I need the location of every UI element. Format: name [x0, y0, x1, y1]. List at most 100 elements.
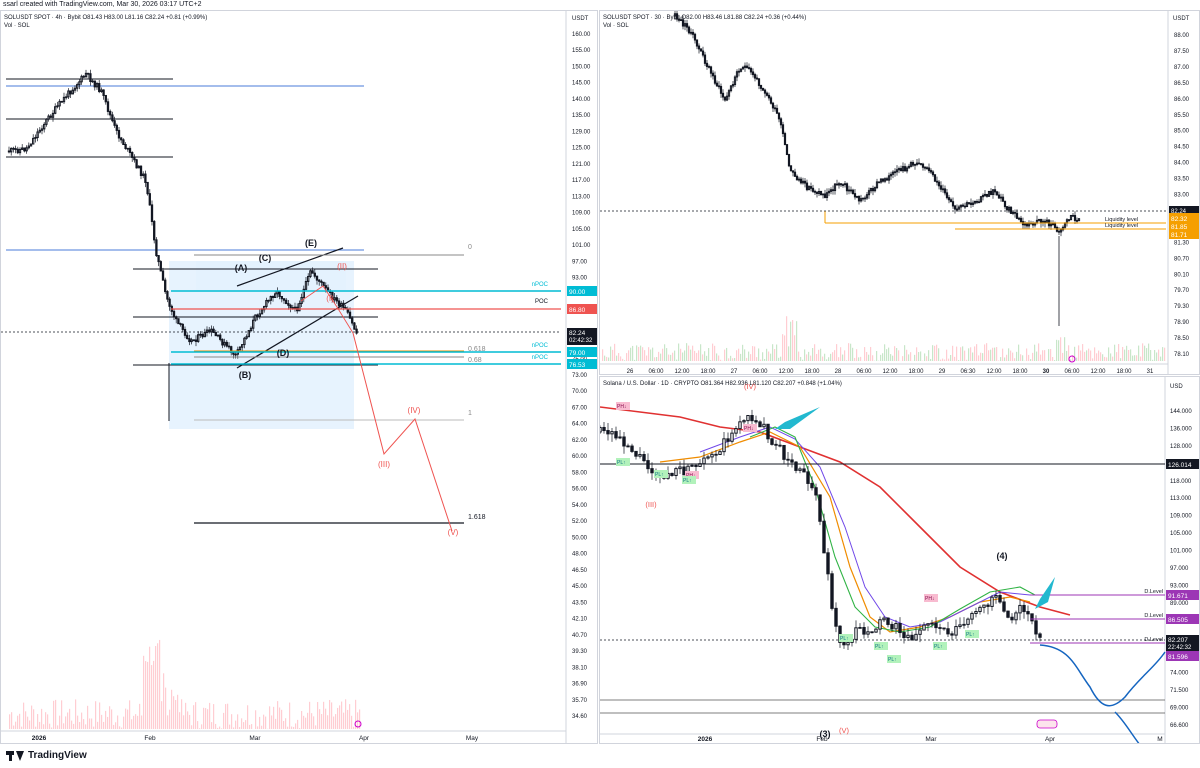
tr-xtick: 06:00: [752, 369, 768, 375]
left-volume-bar: [217, 727, 219, 729]
br-candle-body: [1034, 620, 1038, 635]
tr-volume-bar: [650, 349, 652, 361]
top-right-chart-panel[interactable]: SOLUSDT SPOT · 30 · Bybit O82.00 H83.46 …: [599, 10, 1200, 375]
tr-candle-body: [899, 168, 903, 172]
left-chart-panel[interactable]: SOLUSDT SPOT · 4h · Bybit O81.43 H83.00 …: [0, 10, 598, 744]
left-volume-bar: [67, 712, 69, 729]
left-candle-body: [150, 204, 154, 222]
tr-volume-bar: [1136, 355, 1138, 361]
br-candle-body: [866, 631, 870, 635]
left-volume-bar: [215, 723, 217, 729]
tr-volume-bar: [826, 359, 828, 361]
left-ytick: 39.30: [572, 649, 588, 655]
left-volume-bar: [155, 646, 157, 729]
left-candle-body: [32, 137, 35, 145]
tr-candle-body: [859, 198, 863, 202]
left-volume-bar: [153, 660, 155, 729]
tr-candle-body: [1071, 214, 1075, 217]
left-volume-bar: [275, 718, 277, 729]
tr-xtick: 18:00: [908, 369, 924, 375]
left-volume-bar: [219, 726, 221, 729]
tr-volume-bar: [1062, 352, 1064, 361]
left-volume-bar: [261, 725, 263, 729]
br-candle-body: [694, 464, 698, 467]
tr-xtick: 12:00: [778, 369, 794, 375]
left-candle-body: [144, 173, 147, 183]
tr-level-tag: 82.32: [1171, 216, 1188, 223]
left-candle-body: [7, 150, 11, 153]
tr-price-tag-bg: [1169, 206, 1199, 215]
br-chart-title: Solana / U.S. Dollar · 1D · CRYPTO O81.3…: [603, 380, 842, 388]
tr-volume-bar: [824, 353, 826, 361]
br-ytick: 66.600: [1170, 723, 1189, 729]
tr-candle-body: [763, 89, 767, 94]
left-candle-body: [62, 96, 66, 103]
left-volume-bar: [99, 702, 101, 729]
left-volume-bar: [75, 699, 77, 729]
left-candle-body: [10, 147, 13, 153]
tr-candle-body: [965, 202, 969, 208]
br-ytick: 113.000: [1170, 496, 1192, 502]
tr-volume-bar: [962, 346, 964, 361]
tr-volume-bar: [602, 349, 604, 361]
tradingview-logo[interactable]: TradingView: [6, 750, 87, 761]
left-volume-bar: [199, 728, 201, 729]
tr-volume-bar: [1008, 348, 1010, 361]
tr-candle-body: [951, 201, 955, 207]
tr-xtick: 06:30: [960, 369, 976, 375]
tr-volume-bar: [794, 335, 796, 361]
tr-candle-body: [721, 92, 725, 98]
left-npoc-price-bg: [567, 359, 597, 369]
br-candle-body: [926, 623, 930, 626]
br-d-level-label: D.Level: [1144, 589, 1163, 595]
tr-liquidity-label: Liquidity level: [1105, 223, 1138, 229]
left-candle-body: [36, 131, 39, 139]
br-candle-body: [958, 624, 962, 628]
br-candle-body: [950, 633, 954, 636]
tr-candle-body: [1075, 219, 1079, 222]
tr-candle-body: [809, 186, 813, 189]
tr-volume-bar: [1110, 353, 1112, 361]
tr-candle-body: [981, 194, 985, 198]
left-candle-body: [122, 139, 125, 146]
left-volume-bar: [317, 702, 319, 729]
left-volume-bar: [203, 707, 205, 729]
left-candle-body: [87, 72, 90, 75]
tr-volume-bar: [1050, 349, 1052, 361]
br-candle-body: [946, 628, 950, 635]
br-countdown: 22:42:32: [1168, 645, 1192, 651]
left-candle-body: [348, 311, 352, 319]
left-volume-bar: [227, 703, 229, 729]
left-candle-body: [179, 323, 182, 325]
tr-candle-body: [753, 74, 757, 79]
tr-volume-bar: [828, 357, 830, 361]
tr-candle-body: [945, 192, 949, 199]
left-volume-bar: [211, 722, 213, 729]
tr-candle-body: [1001, 196, 1005, 202]
tr-volume-bar: [798, 351, 800, 361]
tr-volume-bar: [672, 352, 674, 361]
tr-event-icon: [1068, 355, 1076, 363]
tr-xtick: 12:00: [986, 369, 1002, 375]
br-candle-body: [982, 604, 986, 608]
tr-candle-body: [703, 54, 707, 64]
tr-candle-body: [997, 194, 1001, 199]
left-candle-body: [137, 165, 140, 169]
left-fib-label: 1: [468, 410, 472, 417]
tr-volume-bar: [646, 355, 648, 361]
tr-candle-body: [771, 102, 775, 109]
br-pivot-low: PL↑: [875, 644, 884, 650]
tr-volume-bar: [734, 358, 736, 361]
left-candle-body: [124, 144, 127, 150]
bottom-right-chart-panel[interactable]: Solana / U.S. Dollar · 1D · CRYPTO O81.3…: [599, 376, 1200, 744]
left-xtick: May: [466, 735, 479, 742]
left-candle-body: [304, 280, 308, 290]
tr-candle-body: [815, 191, 819, 194]
tr-volume-bar: [728, 358, 730, 361]
tr-candle-body: [963, 205, 967, 208]
br-wave-label: (4): [997, 551, 1008, 561]
tr-volume-bar: [860, 356, 862, 361]
tr-volume-bar: [930, 358, 932, 361]
left-candle-body: [21, 147, 24, 150]
tr-volume-bar: [626, 353, 628, 361]
